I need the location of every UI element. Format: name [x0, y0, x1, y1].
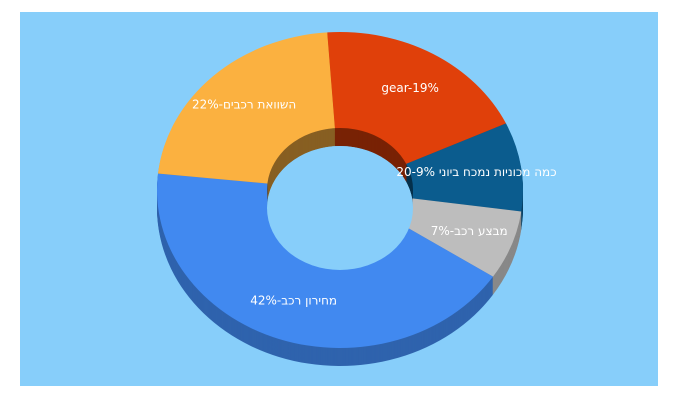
- slice: [401, 198, 522, 277]
- data-label: מחירון רכב-42%: [250, 294, 337, 308]
- slice: [327, 32, 506, 164]
- data-label: gear-19%: [381, 81, 439, 95]
- hole: [267, 146, 413, 270]
- data-label: השוואת רכבים-22%: [192, 98, 296, 112]
- data-label: מבצע רכב-7%: [431, 224, 508, 238]
- slice: [157, 32, 335, 184]
- data-label: כמה מכוניות נמכח ביוני 20-9%: [396, 165, 556, 179]
- slice: [406, 123, 523, 212]
- hole-wall: [267, 128, 413, 208]
